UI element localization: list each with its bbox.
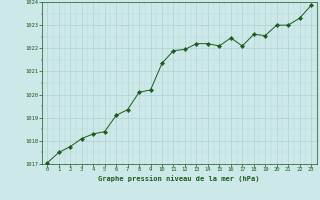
X-axis label: Graphe pression niveau de la mer (hPa): Graphe pression niveau de la mer (hPa) [99, 175, 260, 182]
